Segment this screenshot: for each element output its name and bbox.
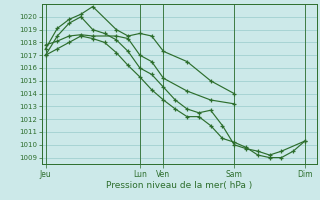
X-axis label: Pression niveau de la mer( hPa ): Pression niveau de la mer( hPa ) (106, 181, 252, 190)
